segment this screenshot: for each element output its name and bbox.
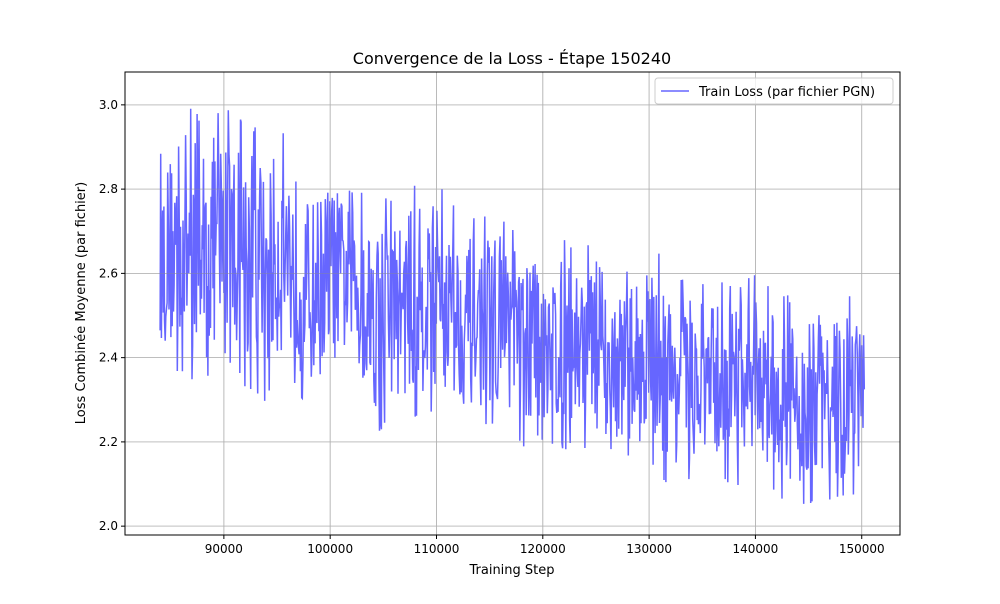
y-axis-label: Loss Combinée Moyenne (par fichier): [74, 182, 89, 424]
x-tick-label: 140000: [733, 542, 779, 556]
x-tick-label: 110000: [414, 542, 460, 556]
y-tick-label: 2.2: [99, 435, 118, 449]
legend-label: Train Loss (par fichier PGN): [698, 85, 875, 100]
axes-frame: [124, 71, 901, 536]
x-tick-label: 150000: [839, 542, 885, 556]
x-axis-label: Training Step: [468, 563, 554, 578]
plot-area: [159, 108, 866, 504]
y-axis: 2.0 2.2 2.4 2.6 2.8 3.0: [99, 98, 125, 533]
x-tick-label: 100000: [307, 542, 353, 556]
x-axis: 90000 100000 110000 120000 130000 140000 15000…: [205, 535, 885, 556]
train-loss-line: [159, 108, 866, 504]
x-tick-label: 90000: [205, 542, 243, 556]
y-tick-label: 2.6: [99, 266, 118, 280]
y-tick-label: 3.0: [99, 98, 118, 112]
chart-title: Convergence de la Loss - Étape 150240: [353, 49, 671, 68]
legend: Train Loss (par fichier PGN): [654, 77, 894, 105]
y-tick-label: 2.8: [99, 182, 118, 196]
x-tick-label: 120000: [520, 542, 566, 556]
legend-box: [654, 77, 894, 105]
y-tick-label: 2.0: [99, 519, 118, 533]
y-tick-label: 2.4: [99, 351, 118, 365]
x-tick-label: 130000: [626, 542, 672, 556]
grid: [125, 72, 900, 535]
